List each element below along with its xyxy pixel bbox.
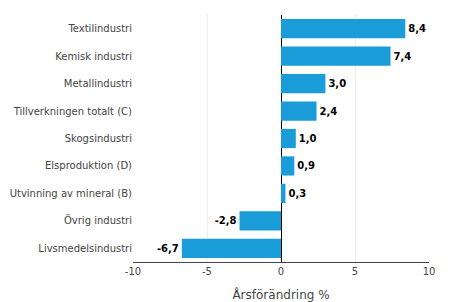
svg-text:1,0: 1,0 — [299, 133, 317, 144]
svg-text:Livsmedelsindustri: Livsmedelsindustri — [38, 243, 132, 254]
svg-text:Skogsindustri: Skogsindustri — [65, 133, 132, 144]
svg-text:Utvinning av mineral (B): Utvinning av mineral (B) — [10, 188, 132, 199]
svg-text:7,4: 7,4 — [394, 51, 412, 62]
svg-text:-10: -10 — [125, 266, 141, 277]
svg-text:Övrig industri: Övrig industri — [64, 214, 132, 226]
svg-text:2,4: 2,4 — [320, 106, 338, 117]
svg-text:3,0: 3,0 — [328, 78, 346, 89]
svg-text:-2,8: -2,8 — [215, 215, 237, 226]
svg-text:10: 10 — [423, 266, 436, 277]
svg-text:0,9: 0,9 — [297, 160, 315, 171]
svg-text:0,3: 0,3 — [288, 188, 306, 199]
svg-text:Textilindustri: Textilindustri — [67, 23, 132, 34]
svg-text:5: 5 — [352, 266, 358, 277]
svg-text:-6,7: -6,7 — [157, 243, 179, 254]
svg-text:Elsproduktion (D): Elsproduktion (D) — [45, 160, 132, 171]
svg-text:Metallindustri: Metallindustri — [64, 78, 132, 89]
svg-text:8,4: 8,4 — [408, 23, 426, 34]
svg-text:-5: -5 — [202, 266, 212, 277]
svg-text:Tillverkningen totalt (C): Tillverkningen totalt (C) — [13, 106, 132, 117]
svg-text:0: 0 — [278, 266, 284, 277]
svg-text:Kemisk industri: Kemisk industri — [55, 51, 132, 62]
svg-text:Årsförändring %: Årsförändring % — [232, 287, 329, 302]
